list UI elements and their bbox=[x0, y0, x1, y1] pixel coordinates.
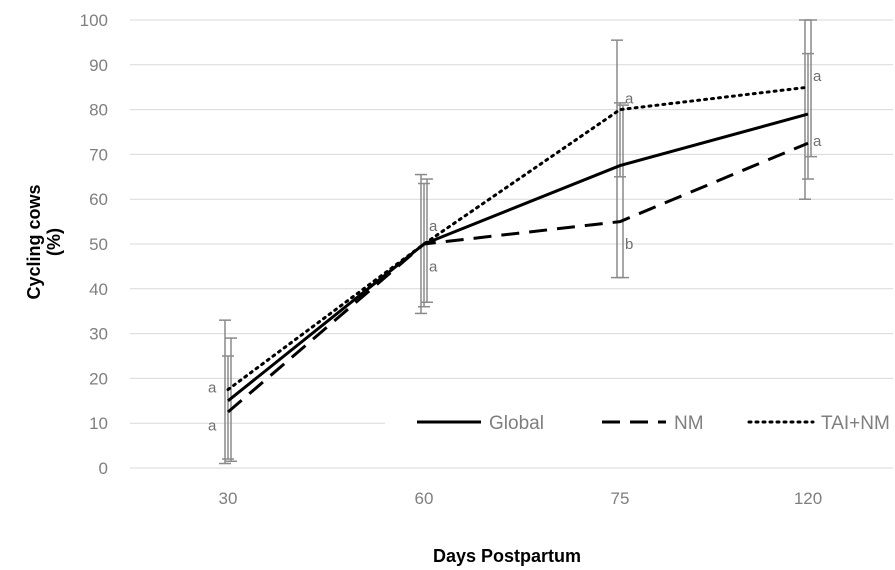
y-tick-label: 60 bbox=[89, 190, 108, 209]
legend-label: NM bbox=[674, 413, 704, 434]
significance-letter: a bbox=[813, 68, 822, 85]
y-tick-label: 0 bbox=[99, 459, 108, 478]
x-axis-title: Days Postpartum bbox=[433, 546, 581, 566]
y-tick-label: 80 bbox=[89, 101, 108, 120]
series-lines bbox=[226, 85, 810, 414]
legend-label: TAI+NM bbox=[821, 413, 890, 434]
y-tick-label: 10 bbox=[89, 414, 108, 433]
y-tick-label: 100 bbox=[80, 11, 108, 30]
significance-letter: b bbox=[625, 236, 633, 253]
x-tick-label: 120 bbox=[794, 489, 822, 508]
y-tick-label: 30 bbox=[89, 325, 108, 344]
y-axis-ticks: 0 10 20 30 40 50 60 70 80 90 100 bbox=[80, 11, 108, 478]
significance-letter: a bbox=[813, 133, 822, 150]
y-tick-label: 20 bbox=[89, 369, 108, 388]
significance-letter: a bbox=[625, 90, 634, 107]
x-axis-ticks: 30 60 75 120 bbox=[219, 489, 823, 508]
y-tick-label: 90 bbox=[89, 56, 108, 75]
x-tick-label: 75 bbox=[611, 489, 630, 508]
series-line-nm bbox=[227, 141, 809, 414]
error-bars bbox=[219, 19, 817, 465]
significance-letter: a bbox=[208, 417, 217, 434]
x-tick-label: 60 bbox=[415, 489, 434, 508]
significance-letter: a bbox=[429, 258, 438, 275]
y-axis-title-line1: Cycling cows bbox=[24, 184, 44, 299]
legend-label: Global bbox=[489, 413, 544, 434]
significance-letters: a a a a a b a a bbox=[208, 68, 822, 434]
significance-letter: a bbox=[429, 218, 438, 235]
legend: Global NM TAI+NM bbox=[385, 400, 893, 444]
y-axis-title-line2: (%) bbox=[44, 228, 64, 256]
series-line-global bbox=[227, 112, 809, 402]
y-tick-label: 40 bbox=[89, 280, 108, 299]
y-tick-label: 50 bbox=[89, 235, 108, 254]
series-line-tai-nm bbox=[226, 85, 810, 392]
x-tick-label: 30 bbox=[219, 489, 238, 508]
y-tick-label: 70 bbox=[89, 145, 108, 164]
significance-letter: a bbox=[208, 379, 217, 396]
